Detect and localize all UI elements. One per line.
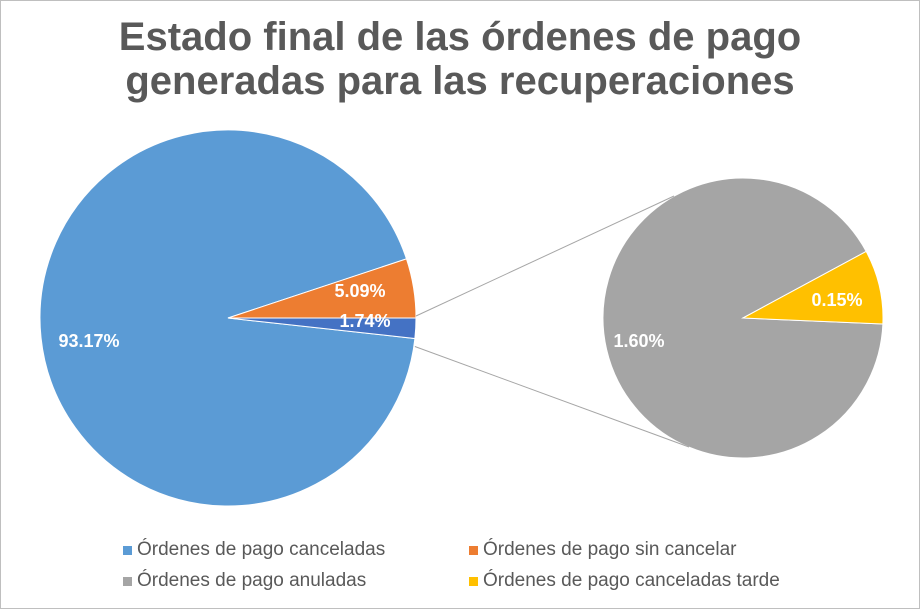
legend-item-anuladas: Órdenes de pago anuladas <box>123 570 366 592</box>
main-pie-slice-otros <box>227 317 417 340</box>
chart-title: Estado final de las órdenes de pago gene… <box>1 15 919 103</box>
legend-swatch-anuladas <box>123 576 132 586</box>
pie-of-pie-chart: 93.17% 5.09% 1.74% 1.60% 0.15% <box>39 129 884 507</box>
chart-title-line-1: Estado final de las órdenes de pago <box>118 15 802 59</box>
legend-swatch-canceladas-tarde <box>469 576 478 586</box>
connector-line-top <box>415 195 675 317</box>
data-label-anuladas: 1.60% <box>613 331 664 351</box>
data-label-canceladas-tarde: 0.15% <box>811 290 862 310</box>
data-label-sin-cancelar: 5.09% <box>334 281 385 301</box>
legend-label-anuladas: Órdenes de pago anuladas <box>137 570 367 591</box>
legend-label-canceladas-tarde: Órdenes de pago canceladas tarde <box>483 570 780 591</box>
legend-label-sin-cancelar: Órdenes de pago sin cancelar <box>483 539 737 560</box>
connector-line-bottom <box>414 346 690 448</box>
legend-label-canceladas: Órdenes de pago canceladas <box>137 539 386 560</box>
chart-title-line-2: generadas para las recuperaciones <box>125 59 795 103</box>
legend-swatch-sin-cancelar <box>469 545 478 555</box>
legend-item-sin-cancelar: Órdenes de pago sin cancelar <box>469 539 737 561</box>
legend-item-canceladas: Órdenes de pago canceladas <box>123 539 385 561</box>
secondary-pie-slice-ordenes-de-pago-canceladas-tarde <box>741 250 884 325</box>
legend-swatch-canceladas <box>123 545 132 555</box>
legend-item-canceladas-tarde: Órdenes de pago canceladas tarde <box>469 570 780 592</box>
chart-legend: Órdenes de pago canceladas Órdenes de pa… <box>1 531 919 601</box>
main-pie-slice-ordenes-de-pago-canceladas <box>39 129 416 507</box>
data-label-canceladas: 93.17% <box>58 331 119 351</box>
data-label-otros: 1.74% <box>339 311 390 331</box>
